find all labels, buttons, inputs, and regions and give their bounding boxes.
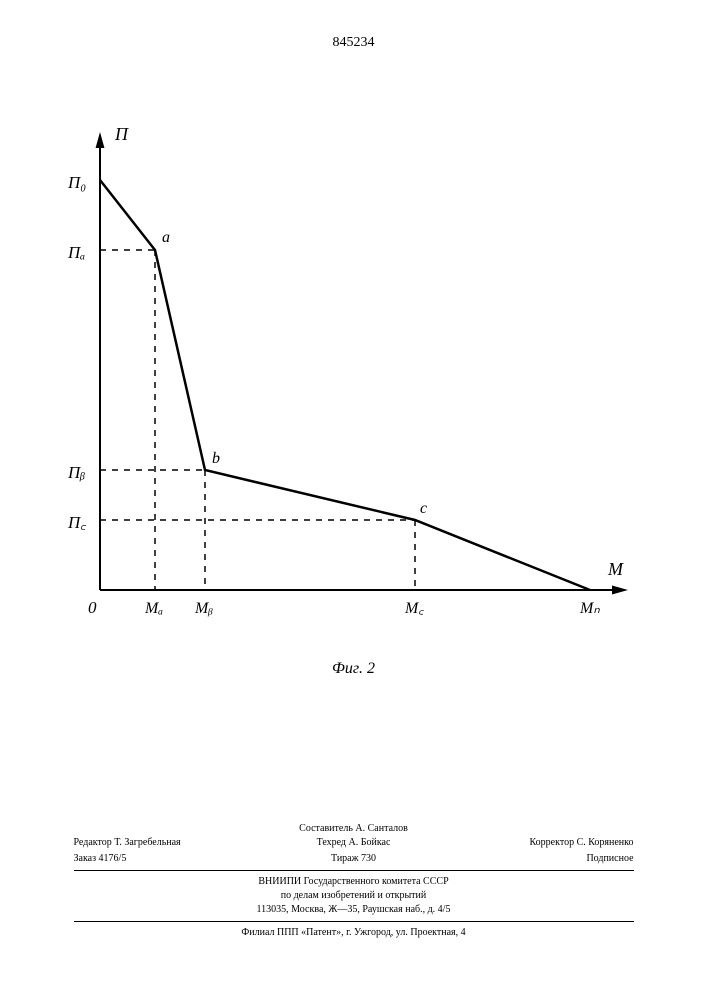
svg-text:Mᵦ: Mᵦ (194, 600, 213, 617)
footer-block: Составитель А. Санталов Редактор Т. Загр… (74, 822, 634, 940)
footer-addr1: 113035, Москва, Ж—35, Раушская наб., д. … (74, 903, 634, 917)
footer-corrector: Корректор С. Коряненко (447, 836, 634, 850)
page-number: 845234 (333, 35, 375, 51)
footer-addr2: Филиал ППП «Патент», г. Ужгород, ул. Про… (74, 926, 634, 940)
svg-text:0: 0 (88, 598, 97, 617)
chart-figure: П П₀ Пₐ Пᵦ П꜀ 0 Mₐ Mᵦ M꜀ M Mₙ a b c (50, 120, 630, 640)
footer-divider-2 (74, 921, 634, 922)
footer-order: Заказ 4176/5 (74, 852, 261, 866)
svg-text:Mₙ: Mₙ (579, 600, 600, 617)
footer-tirage: Тираж 730 (260, 852, 447, 866)
svg-text:b: b (212, 450, 220, 467)
svg-text:Пₐ: Пₐ (67, 243, 85, 262)
svg-text:c: c (420, 500, 427, 517)
footer-org1: ВНИИПИ Государственного комитета СССР (74, 875, 634, 889)
footer-compiler: Составитель А. Санталов (74, 822, 634, 836)
footer-divider (74, 870, 634, 871)
svg-text:Mₐ: Mₐ (144, 600, 163, 617)
svg-text:П꜀: П꜀ (67, 513, 86, 532)
footer-editor: Редактор Т. Загребельная (74, 836, 261, 850)
footer-org2: по делам изобретений и открытий (74, 889, 634, 903)
footer-subscription: Подписное (447, 852, 634, 866)
svg-text:a: a (162, 229, 170, 246)
svg-text:П₀: П₀ (67, 173, 86, 192)
line-chart-svg: П П₀ Пₐ Пᵦ П꜀ 0 Mₐ Mᵦ M꜀ M Mₙ a b c (50, 120, 630, 640)
svg-text:П: П (114, 124, 129, 144)
footer-techred: Техред А. Бойкас (260, 836, 447, 850)
svg-text:Пᵦ: Пᵦ (67, 463, 85, 482)
svg-text:M꜀: M꜀ (404, 600, 424, 617)
figure-caption: Фиг. 2 (332, 660, 375, 678)
svg-text:M: M (607, 559, 624, 579)
